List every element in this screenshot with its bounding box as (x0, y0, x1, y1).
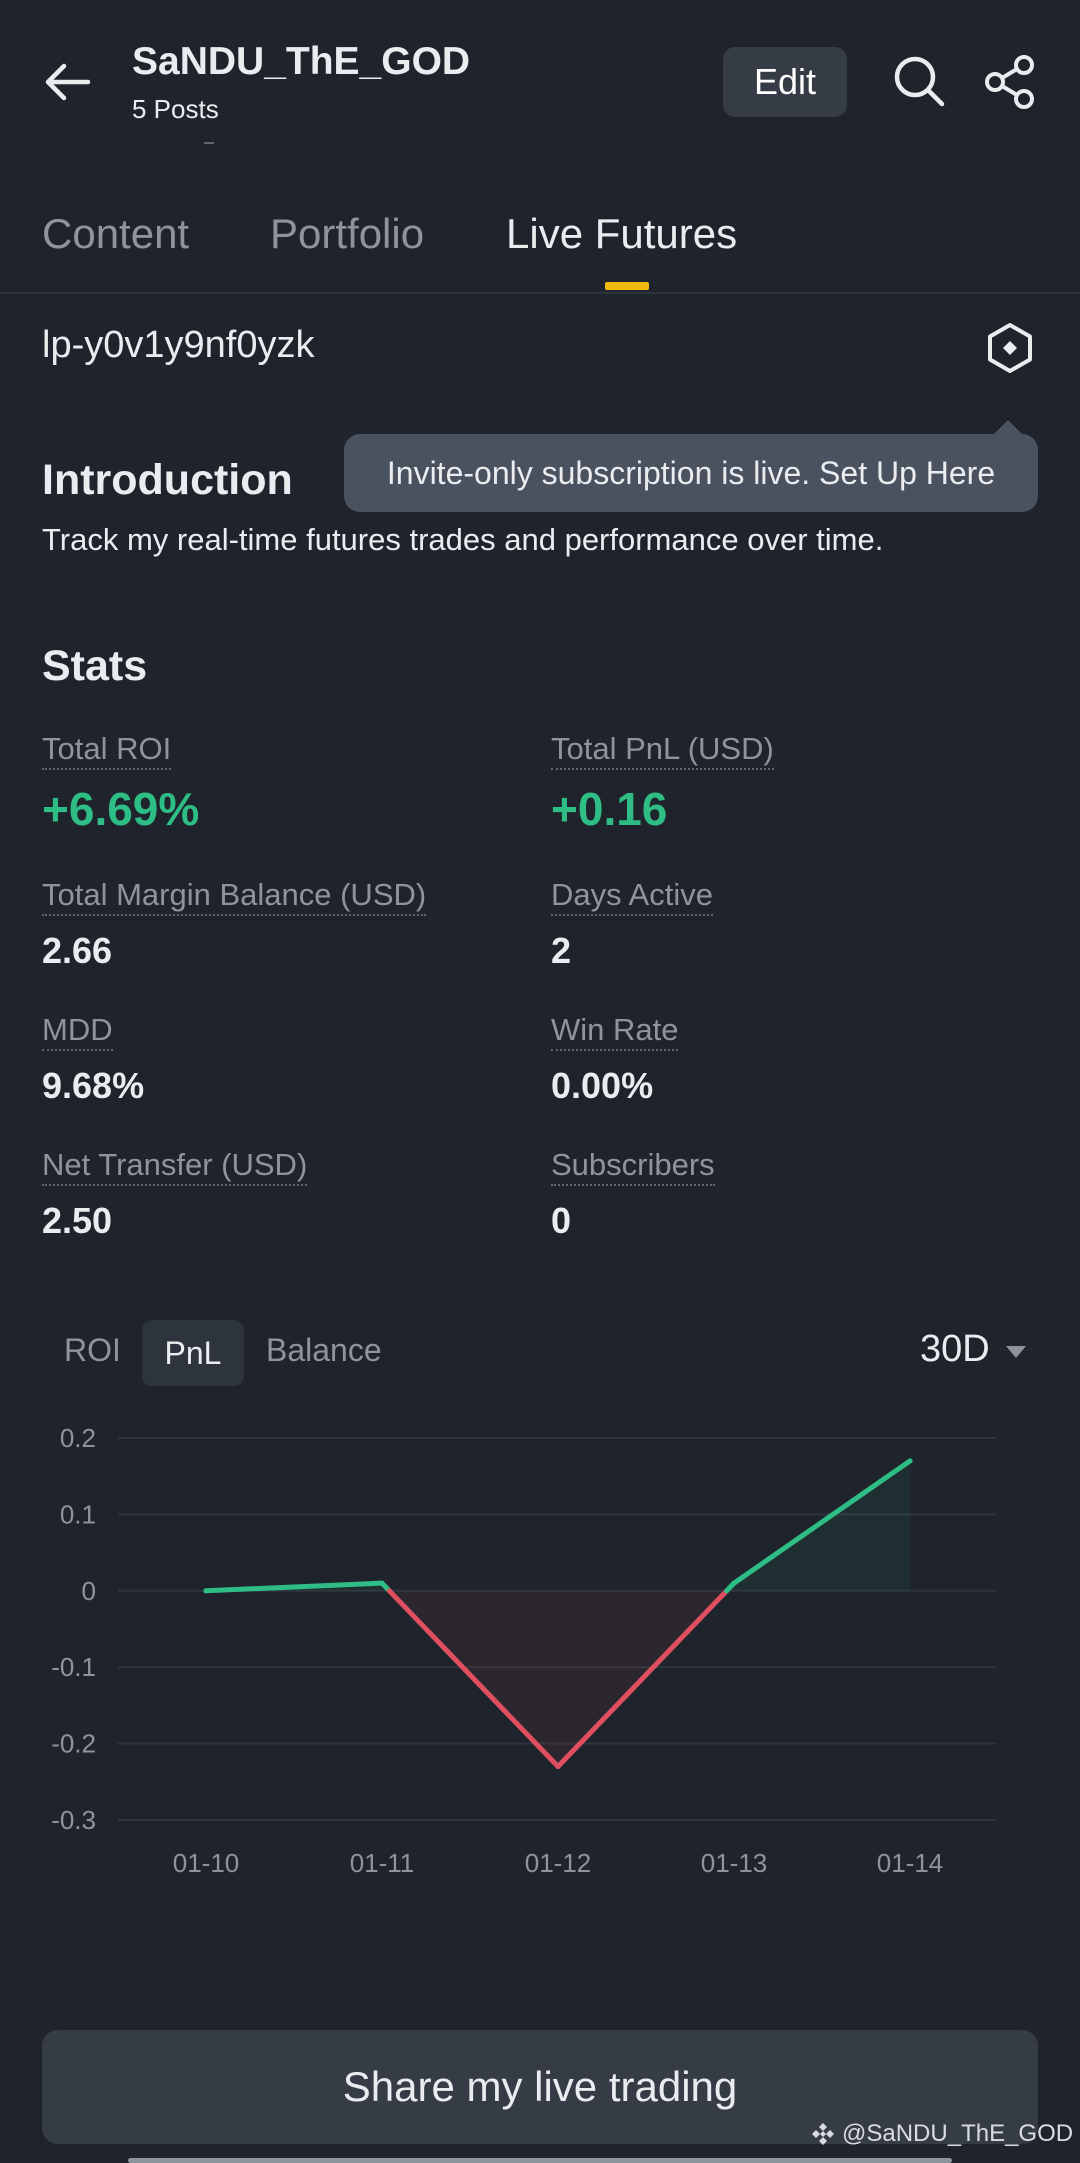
pnl-series-line (203, 1580, 385, 1594)
divider-mark (204, 142, 214, 144)
share-icon[interactable] (984, 54, 1036, 110)
y-tick-label: -0.1 (51, 1652, 96, 1682)
watermark: @SaNDU_ThE_GOD (810, 2120, 1073, 2148)
share-live-trading-button[interactable]: Share my live trading (42, 2030, 1038, 2144)
x-tick-label: 01-13 (701, 1848, 768, 1878)
subscription-tooltip[interactable]: Invite-only subscription is live. Set Up… (344, 434, 1038, 512)
profile-username: SaNDU_ThE_GOD (132, 40, 471, 83)
search-icon[interactable] (892, 54, 946, 108)
tab-content[interactable]: Content (42, 210, 190, 257)
tabs-divider (0, 292, 1080, 294)
introduction-heading: Introduction (42, 456, 293, 504)
pnl-series-line (555, 1588, 730, 1770)
x-tick-label: 01-12 (525, 1848, 592, 1878)
pnl-chart: 0.2 0.1 0 -0.1 -0.2 -0.3 01-10 01-11 01-12 01-13 0… (51, 1423, 996, 1878)
stat-value-mdd: 9.68% (42, 1065, 145, 1106)
area-fill (558, 1590, 727, 1767)
stat-value-win-rate: 0.00% (551, 1065, 654, 1106)
data-point (379, 1580, 385, 1586)
x-tick-label: 01-11 (350, 1848, 415, 1878)
y-tick-label: -0.3 (51, 1805, 96, 1835)
chart-tab-pnl[interactable]: PnL (142, 1320, 244, 1386)
binance-logo-icon (812, 2123, 834, 2145)
stats-heading: Stats (42, 642, 148, 690)
stat-label-subscribers[interactable]: Subscribers (551, 1146, 715, 1186)
area-fill (389, 1590, 558, 1767)
stat-value-subscribers: 0 (551, 1200, 572, 1241)
stat-label-net-transfer[interactable]: Net Transfer (USD) (42, 1146, 308, 1186)
introduction-text: Track my real-time futures trades and pe… (42, 522, 884, 557)
watermark-text: @SaNDU_ThE_GOD (842, 2120, 1074, 2147)
back-arrow-icon[interactable] (40, 54, 96, 110)
tab-live-futures[interactable]: Live Futures (506, 210, 738, 257)
stat-value-margin-balance: 2.66 (42, 930, 113, 971)
pnl-series-line (731, 1458, 913, 1586)
tab-portfolio[interactable]: Portfolio (270, 210, 425, 257)
y-tick-label: -0.2 (51, 1729, 96, 1759)
stat-label-mdd[interactable]: MDD (42, 1011, 113, 1051)
stat-label-total-pnl[interactable]: Total PnL (USD) (551, 730, 774, 770)
tooltip-arrow (992, 420, 1024, 436)
x-tick-label: 01-14 (877, 1848, 944, 1878)
edit-button[interactable]: Edit (723, 47, 847, 117)
stat-label-win-rate[interactable]: Win Rate (551, 1011, 679, 1051)
data-point (731, 1580, 737, 1586)
portfolio-id: lp-y0v1y9nf0yzk (42, 324, 315, 366)
chart-tab-roi[interactable]: ROI (64, 1332, 121, 1368)
diamond-settings-icon[interactable] (984, 322, 1036, 374)
pnl-series-line (386, 1588, 561, 1770)
stat-value-net-transfer: 2.50 (42, 1200, 113, 1241)
stat-label-margin-balance[interactable]: Total Margin Balance (USD) (42, 876, 427, 916)
stat-value-days-active: 2 (551, 930, 572, 971)
active-tab-indicator (605, 282, 649, 290)
chevron-down-icon[interactable] (1006, 1346, 1026, 1358)
data-point (203, 1588, 209, 1594)
x-tick-label: 01-10 (173, 1848, 240, 1878)
stat-label-total-roi[interactable]: Total ROI (42, 730, 172, 770)
stat-value-total-roi: +6.69% (42, 783, 200, 835)
posts-count[interactable]: 5 Posts (132, 94, 219, 124)
y-tick-label: 0.1 (60, 1499, 96, 1529)
chart-tab-balance[interactable]: Balance (266, 1332, 382, 1368)
data-point (555, 1764, 561, 1770)
stat-value-total-pnl: +0.16 (551, 783, 668, 835)
y-tick-label: 0.2 (60, 1423, 96, 1453)
y-tick-label: 0 (82, 1576, 96, 1606)
data-point (907, 1458, 913, 1464)
stat-label-days-active[interactable]: Days Active (551, 876, 713, 916)
period-selector[interactable]: 30D (920, 1328, 990, 1370)
home-indicator (128, 2158, 952, 2163)
